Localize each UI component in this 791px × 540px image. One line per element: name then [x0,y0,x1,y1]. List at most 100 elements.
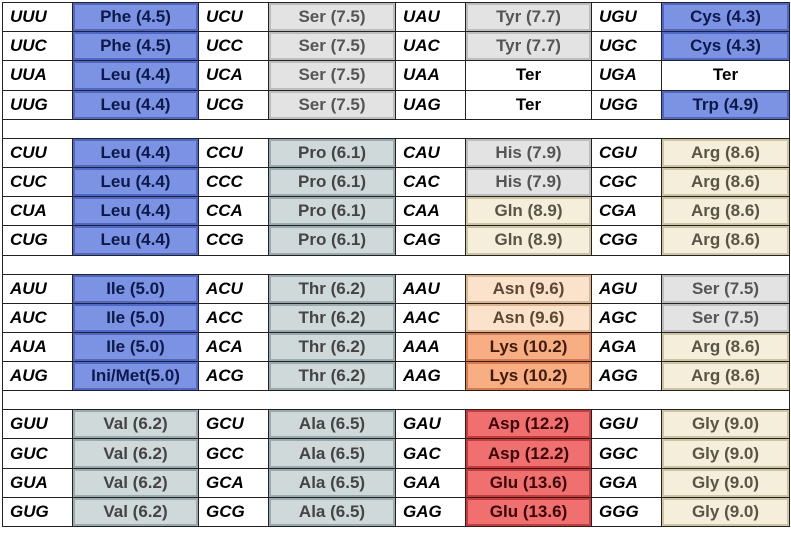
codon-cell: UAG [395,89,466,120]
amino-acid-cell: Gln (8.9) [465,196,592,227]
codon-table-body: UUU Phe (4.5) UCU Ser (7.5) UAU Tyr (7.7) UGU C… [2,1,790,528]
codon-row: CUU Leu (4.4) CCU Pro (6.1) CAU His (7.9) CGU A… [2,137,790,168]
amino-acid-cell: Asn (9.6) [465,273,592,304]
codon-cell: GAU [395,409,466,440]
amino-acid-cell: Pro (6.1) [268,166,396,198]
codon-cell: AGC [591,302,662,333]
codon-cell: AUA [2,331,73,363]
codon-cell: CCA [198,196,269,227]
amino-acid-cell: Thr (6.2) [268,331,396,363]
codon-cell: CAC [395,166,466,198]
codon-cell: AUG [2,361,73,392]
codon-cell: AGU [591,273,662,304]
amino-acid-cell: Leu (4.4) [72,89,199,120]
amino-acid-cell: Arg (8.6) [661,361,790,392]
codon-cell: UAU [395,1,466,33]
amino-acid-cell: Ile (5.0) [72,331,199,363]
amino-acid-cell: Gly (9.0) [661,496,790,528]
amino-acid-cell: Pro (6.1) [268,137,396,168]
codon-cell: GGA [591,467,662,498]
codon-cell: CUA [2,196,73,227]
amino-acid-cell: Ini/Met(5.0) [72,361,199,392]
codon-cell: GCU [198,409,269,440]
amino-acid-cell: Ala (6.5) [268,496,396,528]
amino-acid-cell: Ile (5.0) [72,302,199,333]
block-spacer [2,254,790,275]
codon-cell: UUG [2,89,73,120]
codon-cell: GCG [198,496,269,528]
amino-acid-cell: Val (6.2) [72,438,199,469]
amino-acid-cell: Arg (8.6) [661,166,790,198]
amino-acid-cell: Val (6.2) [72,467,199,498]
amino-acid-cell: Ter [661,60,790,91]
amino-acid-cell: Leu (4.4) [72,166,199,198]
codon-cell: UCU [198,1,269,33]
codon-cell: UGC [591,31,662,62]
codon-row: AUU Ile (5.0) ACU Thr (6.2) AAU Asn (9.6) AGU S… [2,273,790,304]
amino-acid-cell: Asn (9.6) [465,302,592,333]
amino-acid-cell: Asp (12.2) [465,438,592,469]
codon-cell: CAG [395,225,466,256]
codon-cell: AUU [2,273,73,304]
codon-cell: CAU [395,137,466,168]
amino-acid-cell: Leu (4.4) [72,196,199,227]
codon-row: CUA Leu (4.4) CCA Pro (6.1) CAA Gln (8.9) CGA A… [2,196,790,227]
codon-cell: UCG [198,89,269,120]
codon-row: GUA Val (6.2) GCA Ala (6.5) GAA Glu (13.6) GGA… [2,467,790,498]
codon-cell: GUG [2,496,73,528]
codon-cell: UAA [395,60,466,91]
amino-acid-cell: Lys (10.2) [465,361,592,392]
amino-acid-cell: Leu (4.4) [72,137,199,168]
codon-cell: CGU [591,137,662,168]
amino-acid-cell: Gly (9.0) [661,409,790,440]
amino-acid-cell: Asp (12.2) [465,409,592,440]
codon-row: AUG Ini/Met(5.0) ACG Thr (6.2) AAG Lys (10.2)… [2,361,790,392]
amino-acid-cell: His (7.9) [465,166,592,198]
codon-cell: CUU [2,137,73,168]
codon-cell: UGA [591,60,662,91]
amino-acid-cell: Cys (4.3) [661,1,790,33]
amino-acid-cell: Ser (7.5) [268,1,396,33]
amino-acid-cell: Phe (4.5) [72,31,199,62]
codon-cell: GUC [2,438,73,469]
codon-cell: AUC [2,302,73,333]
codon-cell: GAA [395,467,466,498]
codon-row: AUC Ile (5.0) ACC Thr (6.2) AAC Asn (9.6) AGC S… [2,302,790,333]
amino-acid-cell: Ter [465,60,592,91]
codon-row: UUU Phe (4.5) UCU Ser (7.5) UAU Tyr (7.7) UGU C… [2,1,790,33]
codon-cell: AAG [395,361,466,392]
codon-table: UUU Phe (4.5) UCU Ser (7.5) UAU Tyr (7.7) UGU C… [2,1,790,528]
amino-acid-cell: Arg (8.6) [661,331,790,363]
codon-cell: UUU [2,1,73,33]
amino-acid-cell: Tyr (7.7) [465,31,592,62]
codon-cell: AAA [395,331,466,363]
block-spacer-cell [2,254,790,275]
codon-cell: CGA [591,196,662,227]
amino-acid-cell: Ter [465,89,592,120]
codon-cell: UGG [591,89,662,120]
codon-row: UUC Phe (4.5) UCC Ser (7.5) UAC Tyr (7.7) UGC C… [2,31,790,62]
codon-cell: CAA [395,196,466,227]
codon-cell: GUA [2,467,73,498]
amino-acid-cell: Ser (7.5) [661,273,790,304]
codon-cell: CCU [198,137,269,168]
codon-cell: GGU [591,409,662,440]
amino-acid-cell: Ala (6.5) [268,467,396,498]
block-spacer-cell [2,390,790,411]
amino-acid-cell: Pro (6.1) [268,196,396,227]
codon-cell: CCG [198,225,269,256]
codon-cell: CGG [591,225,662,256]
amino-acid-cell: Ala (6.5) [268,438,396,469]
codon-row: CUC Leu (4.4) CCC Pro (6.1) CAC His (7.9) CGC A… [2,166,790,198]
amino-acid-cell: Tyr (7.7) [465,1,592,33]
amino-acid-cell: His (7.9) [465,137,592,168]
codon-cell: ACG [198,361,269,392]
amino-acid-cell: Gly (9.0) [661,467,790,498]
amino-acid-cell: Thr (6.2) [268,273,396,304]
codon-cell: UCC [198,31,269,62]
codon-cell: GCC [198,438,269,469]
codon-cell: CUC [2,166,73,198]
amino-acid-cell: Glu (13.6) [465,467,592,498]
amino-acid-cell: Ser (7.5) [268,60,396,91]
codon-cell: UUC [2,31,73,62]
